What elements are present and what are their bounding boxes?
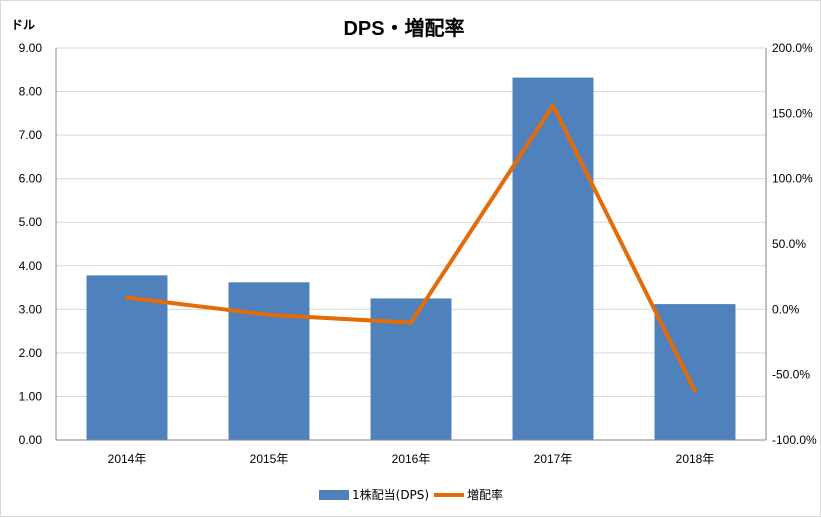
y-left-unit-label: ドル: [11, 18, 35, 32]
chart-title: DPS・増配率: [343, 16, 464, 40]
gridlines: [56, 47, 766, 397]
y-left-tick-label: 9.00: [19, 41, 43, 55]
legend-swatch-bar: [319, 490, 349, 500]
y-left-tick-label: 2.00: [19, 346, 43, 360]
line-point: [410, 322, 412, 324]
x-tick-label: 2018年: [676, 452, 715, 466]
y-left-tick-label: 8.00: [19, 85, 43, 99]
line-point: [268, 314, 270, 316]
legend-label-line: 増配率: [467, 487, 503, 502]
y-right-tick-label: 50.0%: [772, 237, 806, 251]
x-tick-label: 2016年: [392, 452, 431, 466]
line-series: [125, 103, 697, 393]
y-left-tick-label: 0.00: [19, 433, 43, 447]
legend: 1株配当(DPS) 増配率: [319, 487, 503, 502]
x-tick-label: 2014年: [108, 452, 147, 466]
y-left-tick-label: 7.00: [19, 128, 43, 142]
y-right-tick-label: 100.0%: [772, 172, 813, 186]
y-right-tick-label: -100.0%: [772, 433, 817, 447]
line-point: [552, 104, 554, 106]
y-left-tick-label: 1.00: [19, 389, 43, 403]
y-left-tick-label: 6.00: [19, 172, 43, 186]
x-tick-label: 2017年: [534, 452, 573, 466]
y-left-tick-label: 3.00: [19, 302, 43, 316]
bar: [512, 77, 594, 441]
axes: 0.00 1.00 2.00 3.00 4.00 5.00 6.00 7.00 8.00 9.00…: [19, 41, 817, 466]
bar-series: [86, 77, 736, 441]
legend-label-bar: 1株配当(DPS): [352, 487, 429, 502]
y-right-tick-label: 0.0%: [772, 302, 800, 316]
y-right-tick-label: -50.0%: [772, 368, 810, 382]
y-right-tick-label: 150.0%: [772, 106, 813, 120]
bar: [228, 282, 310, 440]
x-tick-label: 2015年: [250, 452, 289, 466]
line-point: [126, 297, 128, 299]
line-point: [694, 390, 696, 392]
y-left-tick-label: 4.00: [19, 259, 43, 273]
y-left-tick-label: 5.00: [19, 215, 43, 229]
bar: [654, 304, 736, 440]
y-right-tick-label: 200.0%: [772, 41, 813, 55]
